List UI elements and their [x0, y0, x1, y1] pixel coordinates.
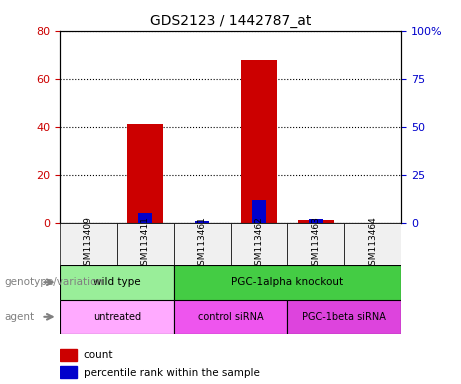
Title: GDS2123 / 1442787_at: GDS2123 / 1442787_at: [150, 14, 311, 28]
Bar: [298, 220, 334, 223]
FancyBboxPatch shape: [174, 223, 230, 265]
Text: wild type: wild type: [93, 277, 141, 287]
FancyBboxPatch shape: [117, 223, 174, 265]
Bar: [127, 124, 163, 223]
Bar: [60, 349, 77, 361]
Text: control siRNA: control siRNA: [198, 312, 263, 322]
Text: untreated: untreated: [93, 312, 141, 322]
FancyBboxPatch shape: [230, 223, 287, 265]
Text: GSM113409: GSM113409: [84, 217, 93, 271]
Text: GSM113464: GSM113464: [368, 217, 377, 271]
FancyBboxPatch shape: [174, 300, 287, 334]
Text: GSM113462: GSM113462: [254, 217, 263, 271]
Text: agent: agent: [5, 312, 35, 322]
Bar: [241, 60, 277, 223]
FancyBboxPatch shape: [60, 265, 174, 300]
FancyBboxPatch shape: [60, 223, 117, 265]
Text: GSM113461: GSM113461: [198, 217, 207, 271]
Text: count: count: [84, 350, 113, 360]
Text: PGC-1alpha knockout: PGC-1alpha knockout: [231, 277, 343, 287]
Bar: [60, 366, 77, 379]
FancyBboxPatch shape: [344, 223, 401, 265]
FancyBboxPatch shape: [60, 300, 174, 334]
Text: GSM113411: GSM113411: [141, 217, 150, 271]
Bar: [138, 213, 152, 223]
Text: PGC-1beta siRNA: PGC-1beta siRNA: [302, 312, 386, 322]
Bar: [195, 221, 209, 223]
Text: percentile rank within the sample: percentile rank within the sample: [84, 367, 260, 377]
FancyBboxPatch shape: [287, 300, 401, 334]
Text: genotype/variation: genotype/variation: [5, 277, 104, 287]
Bar: [309, 219, 323, 223]
FancyBboxPatch shape: [287, 223, 344, 265]
FancyBboxPatch shape: [174, 265, 401, 300]
Text: GSM113463: GSM113463: [311, 217, 320, 271]
Bar: [252, 200, 266, 223]
